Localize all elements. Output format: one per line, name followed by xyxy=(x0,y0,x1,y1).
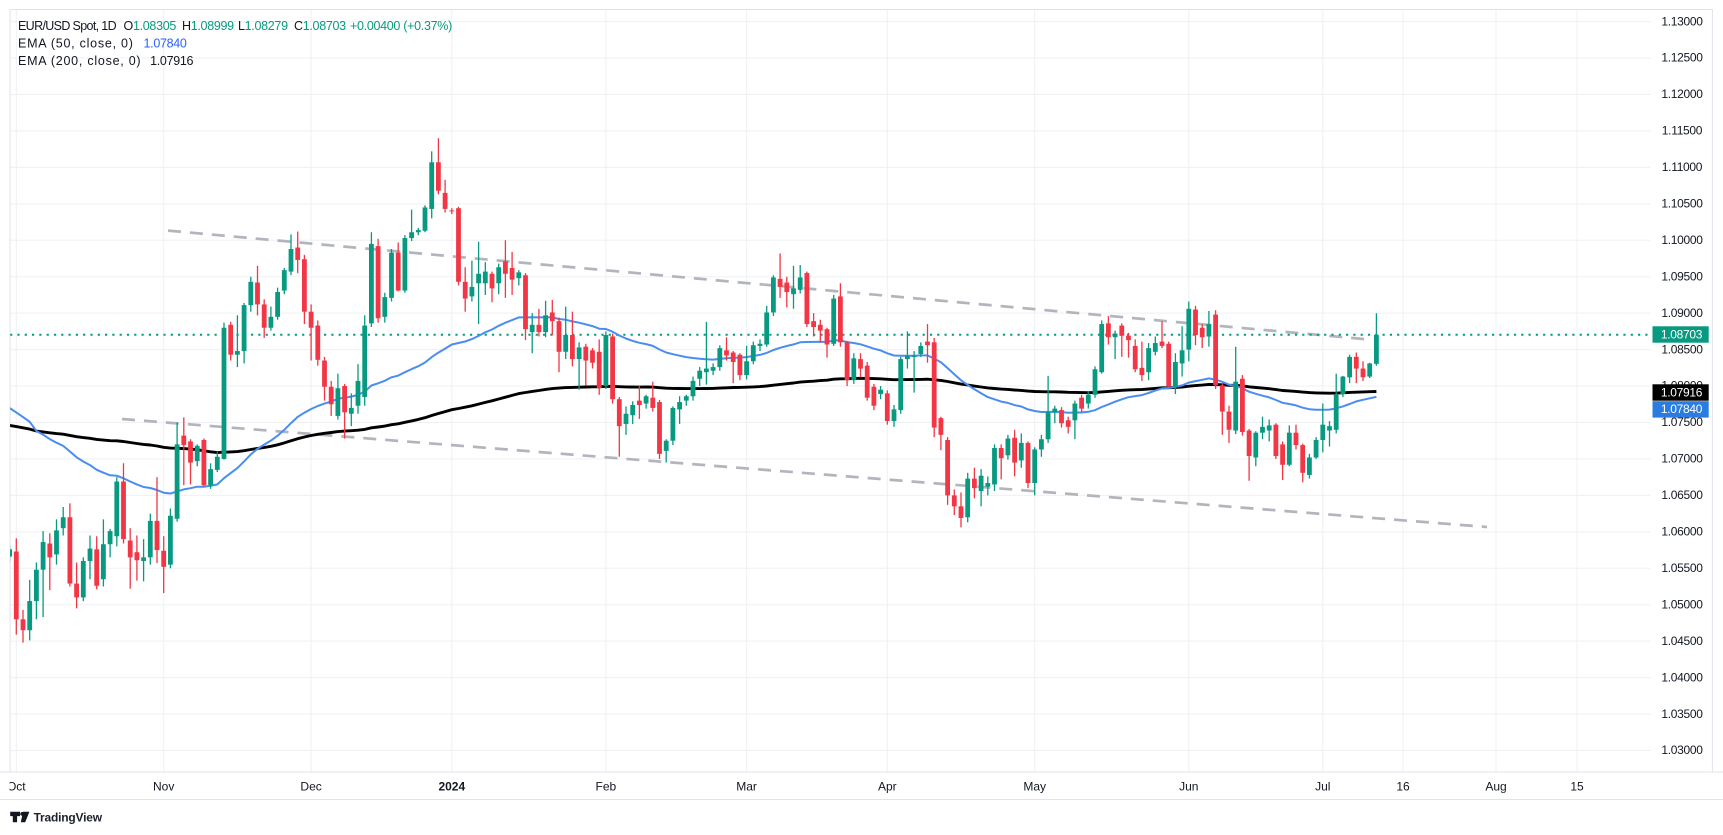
svg-text:Jun: Jun xyxy=(1179,780,1198,794)
svg-text:Aug: Aug xyxy=(1485,780,1506,794)
svg-text:1.07000: 1.07000 xyxy=(1661,452,1703,466)
svg-text:1.11000: 1.11000 xyxy=(1662,160,1703,174)
svg-text:L1.08279: L1.08279 xyxy=(238,19,288,33)
svg-text:1.10500: 1.10500 xyxy=(1661,196,1703,210)
svg-text:1.10000: 1.10000 xyxy=(1661,233,1703,247)
svg-text:16: 16 xyxy=(1396,780,1410,794)
svg-text:1.05000: 1.05000 xyxy=(1661,597,1703,611)
svg-text:TradingView: TradingView xyxy=(34,811,103,825)
svg-text:Feb: Feb xyxy=(596,780,617,794)
svg-text:+0.00400 (+0.37%): +0.00400 (+0.37%) xyxy=(350,19,452,33)
svg-text:1.11500: 1.11500 xyxy=(1662,124,1703,138)
svg-text:1.04000: 1.04000 xyxy=(1661,670,1703,684)
svg-text:1.06500: 1.06500 xyxy=(1661,488,1703,502)
svg-text:1.08500: 1.08500 xyxy=(1661,342,1703,356)
svg-text:May: May xyxy=(1023,780,1046,794)
svg-text:1.07840: 1.07840 xyxy=(1661,402,1703,416)
svg-text:1.07840: 1.07840 xyxy=(144,37,187,51)
svg-text:Apr: Apr xyxy=(878,780,897,794)
svg-text:Dec: Dec xyxy=(300,780,321,794)
svg-text:EMA (50, close, 0): EMA (50, close, 0) xyxy=(18,37,134,51)
svg-text:1.07916: 1.07916 xyxy=(150,54,193,68)
svg-text:Oct: Oct xyxy=(7,780,26,794)
svg-text:Mar: Mar xyxy=(736,780,757,794)
svg-text:1.08703: 1.08703 xyxy=(1661,327,1703,341)
svg-text:2024: 2024 xyxy=(438,780,465,794)
svg-text:1.03000: 1.03000 xyxy=(1661,743,1703,757)
svg-text:O1.08305: O1.08305 xyxy=(124,19,177,33)
svg-text:1.05500: 1.05500 xyxy=(1661,561,1703,575)
svg-text:1.12500: 1.12500 xyxy=(1661,51,1703,65)
svg-text:Nov: Nov xyxy=(153,780,174,794)
svg-text:1.03500: 1.03500 xyxy=(1661,707,1703,721)
svg-text:EMA (200, close, 0): EMA (200, close, 0) xyxy=(18,54,141,68)
svg-text:Jul: Jul xyxy=(1315,780,1330,794)
svg-text:1.07500: 1.07500 xyxy=(1661,415,1703,429)
svg-text:1.09000: 1.09000 xyxy=(1661,306,1703,320)
svg-text:1.09500: 1.09500 xyxy=(1661,269,1703,283)
svg-text:15: 15 xyxy=(1570,780,1584,794)
svg-text:1.13000: 1.13000 xyxy=(1661,14,1703,28)
svg-text:C1.08703: C1.08703 xyxy=(294,19,346,33)
svg-text:1.12000: 1.12000 xyxy=(1661,87,1703,101)
svg-text:H1.08999: H1.08999 xyxy=(182,19,234,33)
svg-text:1.06000: 1.06000 xyxy=(1661,524,1703,538)
svg-text:EUR/USD Spot, 1D: EUR/USD Spot, 1D xyxy=(18,19,117,33)
svg-text:1.04500: 1.04500 xyxy=(1661,634,1703,648)
svg-text:1.07916: 1.07916 xyxy=(1661,385,1703,399)
